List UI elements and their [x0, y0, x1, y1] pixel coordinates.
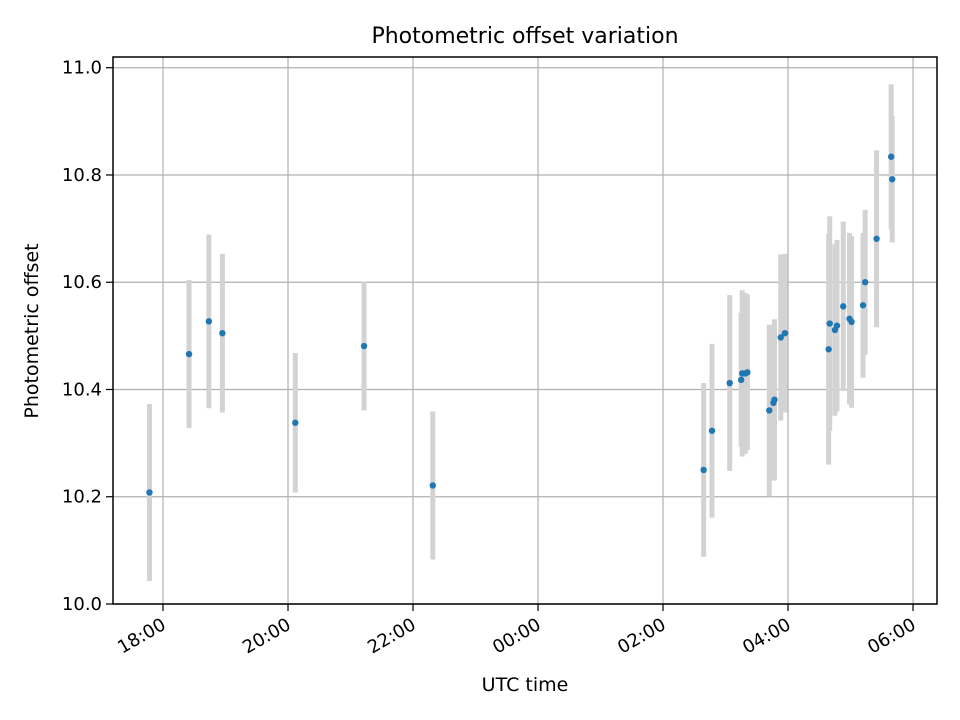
data-point: [185, 350, 193, 358]
y-tick-label: 11.0: [62, 58, 102, 79]
chart-title: Photometric offset variation: [371, 24, 678, 49]
data-point: [826, 320, 833, 327]
y-axis-label: Photometric offset: [21, 243, 43, 418]
y-tick-label: 10.6: [62, 272, 102, 293]
data-point: [429, 482, 437, 489]
grid: [113, 57, 937, 605]
data-point: [708, 427, 716, 434]
data-point: [700, 466, 707, 474]
plot-frame: [112, 56, 938, 605]
data-point: [205, 318, 213, 325]
data-point: [292, 419, 299, 426]
data-point: [833, 322, 841, 329]
data-point: [861, 279, 869, 286]
data-point: [726, 379, 733, 387]
y-tick-label: 10.4: [62, 379, 102, 400]
y-tick-label: 10.0: [62, 594, 102, 615]
data-point: [781, 329, 789, 337]
data-point: [887, 153, 895, 160]
data-point: [744, 369, 751, 376]
data-point: [766, 407, 773, 414]
y-tick-label: 10.8: [62, 165, 102, 186]
data-points: [146, 153, 896, 496]
y-axis: 10.0 10.2 10.4 10.6 10.8 11.0: [62, 58, 113, 615]
data-point: [873, 235, 880, 242]
data-point: [219, 329, 226, 337]
data-point: [771, 396, 778, 403]
data-point: [146, 489, 153, 496]
data-point: [859, 302, 867, 309]
data-point: [737, 376, 745, 384]
data-point: [777, 334, 784, 341]
data-point: [360, 342, 368, 350]
data-point: [825, 346, 832, 353]
data-point: [840, 303, 847, 310]
data-point: [848, 318, 855, 326]
x-axis-label: UTC time: [482, 674, 569, 696]
data-point: [889, 176, 896, 183]
y-tick-label: 10.2: [62, 487, 102, 508]
